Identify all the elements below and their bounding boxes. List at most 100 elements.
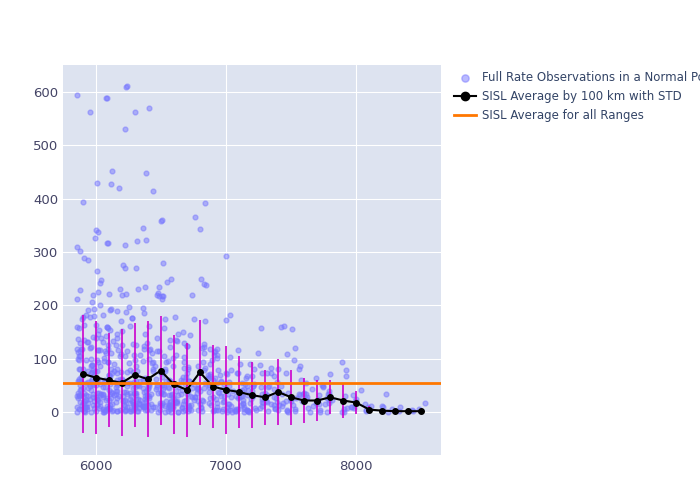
- Full Rate Observations in a Normal Point: [314, 390, 325, 398]
- Full Rate Observations in a Normal Point: [413, 406, 424, 413]
- Full Rate Observations in a Normal Point: [92, 400, 103, 408]
- Full Rate Observations in a Normal Point: [339, 392, 350, 400]
- Full Rate Observations in a Normal Point: [116, 291, 127, 299]
- Full Rate Observations in a Normal Point: [143, 380, 154, 388]
- Full Rate Observations in a Normal Point: [158, 383, 169, 391]
- Full Rate Observations in a Normal Point: [108, 390, 120, 398]
- Full Rate Observations in a Normal Point: [170, 313, 181, 321]
- Full Rate Observations in a Normal Point: [95, 276, 106, 283]
- Full Rate Observations in a Normal Point: [90, 368, 101, 376]
- Full Rate Observations in a Normal Point: [235, 392, 246, 400]
- Full Rate Observations in a Normal Point: [141, 393, 153, 401]
- Full Rate Observations in a Normal Point: [296, 397, 307, 405]
- Full Rate Observations in a Normal Point: [118, 388, 130, 396]
- Full Rate Observations in a Normal Point: [73, 377, 84, 385]
- Full Rate Observations in a Normal Point: [78, 336, 90, 344]
- Full Rate Observations in a Normal Point: [126, 314, 137, 322]
- SISL Average by 100 km with STD: [234, 389, 243, 395]
- Full Rate Observations in a Normal Point: [209, 347, 220, 355]
- Full Rate Observations in a Normal Point: [111, 370, 122, 378]
- Full Rate Observations in a Normal Point: [144, 355, 155, 363]
- Full Rate Observations in a Normal Point: [198, 396, 209, 404]
- Full Rate Observations in a Normal Point: [195, 400, 206, 408]
- Full Rate Observations in a Normal Point: [176, 386, 187, 394]
- Full Rate Observations in a Normal Point: [139, 392, 150, 400]
- Full Rate Observations in a Normal Point: [130, 400, 141, 408]
- Full Rate Observations in a Normal Point: [115, 352, 126, 360]
- Full Rate Observations in a Normal Point: [165, 408, 176, 416]
- Full Rate Observations in a Normal Point: [264, 382, 275, 390]
- Full Rate Observations in a Normal Point: [120, 388, 132, 396]
- Full Rate Observations in a Normal Point: [203, 374, 214, 382]
- Full Rate Observations in a Normal Point: [140, 168, 151, 176]
- Full Rate Observations in a Normal Point: [222, 408, 233, 416]
- Full Rate Observations in a Normal Point: [104, 326, 116, 334]
- Full Rate Observations in a Normal Point: [167, 393, 178, 401]
- Full Rate Observations in a Normal Point: [77, 365, 88, 373]
- Full Rate Observations in a Normal Point: [111, 378, 122, 386]
- Full Rate Observations in a Normal Point: [199, 344, 210, 351]
- Full Rate Observations in a Normal Point: [107, 406, 118, 413]
- Full Rate Observations in a Normal Point: [98, 390, 109, 398]
- Full Rate Observations in a Normal Point: [155, 217, 167, 225]
- Full Rate Observations in a Normal Point: [161, 278, 172, 286]
- Full Rate Observations in a Normal Point: [73, 365, 84, 373]
- Full Rate Observations in a Normal Point: [254, 404, 265, 411]
- Full Rate Observations in a Normal Point: [172, 408, 183, 416]
- Full Rate Observations in a Normal Point: [223, 382, 235, 390]
- Full Rate Observations in a Normal Point: [97, 312, 108, 320]
- Full Rate Observations in a Normal Point: [113, 392, 125, 400]
- Full Rate Observations in a Normal Point: [132, 394, 144, 402]
- Full Rate Observations in a Normal Point: [99, 408, 111, 416]
- Full Rate Observations in a Normal Point: [348, 404, 359, 412]
- Full Rate Observations in a Normal Point: [172, 392, 183, 400]
- Full Rate Observations in a Normal Point: [119, 406, 130, 414]
- Full Rate Observations in a Normal Point: [76, 385, 87, 393]
- Full Rate Observations in a Normal Point: [94, 398, 106, 406]
- Full Rate Observations in a Normal Point: [300, 390, 312, 398]
- Full Rate Observations in a Normal Point: [97, 383, 108, 391]
- Full Rate Observations in a Normal Point: [165, 402, 176, 410]
- Full Rate Observations in a Normal Point: [103, 290, 114, 298]
- Full Rate Observations in a Normal Point: [290, 408, 301, 416]
- Full Rate Observations in a Normal Point: [301, 393, 312, 401]
- Full Rate Observations in a Normal Point: [232, 369, 244, 377]
- Full Rate Observations in a Normal Point: [112, 330, 123, 338]
- Full Rate Observations in a Normal Point: [207, 392, 218, 400]
- Full Rate Observations in a Normal Point: [90, 394, 101, 402]
- Full Rate Observations in a Normal Point: [102, 402, 113, 410]
- Full Rate Observations in a Normal Point: [99, 382, 111, 390]
- Full Rate Observations in a Normal Point: [214, 372, 225, 380]
- Full Rate Observations in a Normal Point: [94, 402, 106, 410]
- Full Rate Observations in a Normal Point: [146, 400, 157, 408]
- Full Rate Observations in a Normal Point: [191, 384, 202, 392]
- Full Rate Observations in a Normal Point: [90, 381, 101, 389]
- Full Rate Observations in a Normal Point: [111, 390, 122, 398]
- Full Rate Observations in a Normal Point: [192, 386, 203, 394]
- Full Rate Observations in a Normal Point: [276, 402, 288, 409]
- Full Rate Observations in a Normal Point: [148, 358, 159, 366]
- Full Rate Observations in a Normal Point: [99, 354, 110, 362]
- Full Rate Observations in a Normal Point: [117, 262, 128, 270]
- Full Rate Observations in a Normal Point: [125, 406, 136, 414]
- Full Rate Observations in a Normal Point: [241, 406, 253, 414]
- Full Rate Observations in a Normal Point: [232, 394, 244, 402]
- Full Rate Observations in a Normal Point: [92, 389, 103, 397]
- Full Rate Observations in a Normal Point: [154, 406, 165, 413]
- Full Rate Observations in a Normal Point: [189, 396, 200, 404]
- Full Rate Observations in a Normal Point: [186, 393, 197, 401]
- Full Rate Observations in a Normal Point: [238, 403, 249, 411]
- Full Rate Observations in a Normal Point: [177, 328, 188, 336]
- Full Rate Observations in a Normal Point: [103, 358, 114, 366]
- Full Rate Observations in a Normal Point: [198, 349, 209, 357]
- Full Rate Observations in a Normal Point: [155, 400, 166, 407]
- Full Rate Observations in a Normal Point: [170, 336, 181, 344]
- Full Rate Observations in a Normal Point: [79, 403, 90, 411]
- Full Rate Observations in a Normal Point: [159, 352, 170, 360]
- Full Rate Observations in a Normal Point: [78, 407, 90, 415]
- Full Rate Observations in a Normal Point: [111, 381, 122, 389]
- Full Rate Observations in a Normal Point: [216, 378, 227, 386]
- Full Rate Observations in a Normal Point: [111, 387, 122, 395]
- Full Rate Observations in a Normal Point: [102, 344, 113, 352]
- Full Rate Observations in a Normal Point: [90, 408, 101, 416]
